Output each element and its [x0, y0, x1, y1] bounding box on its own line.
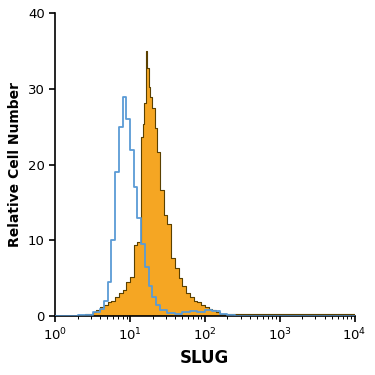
X-axis label: SLUG: SLUG: [180, 349, 230, 367]
Y-axis label: Relative Cell Number: Relative Cell Number: [8, 82, 22, 247]
